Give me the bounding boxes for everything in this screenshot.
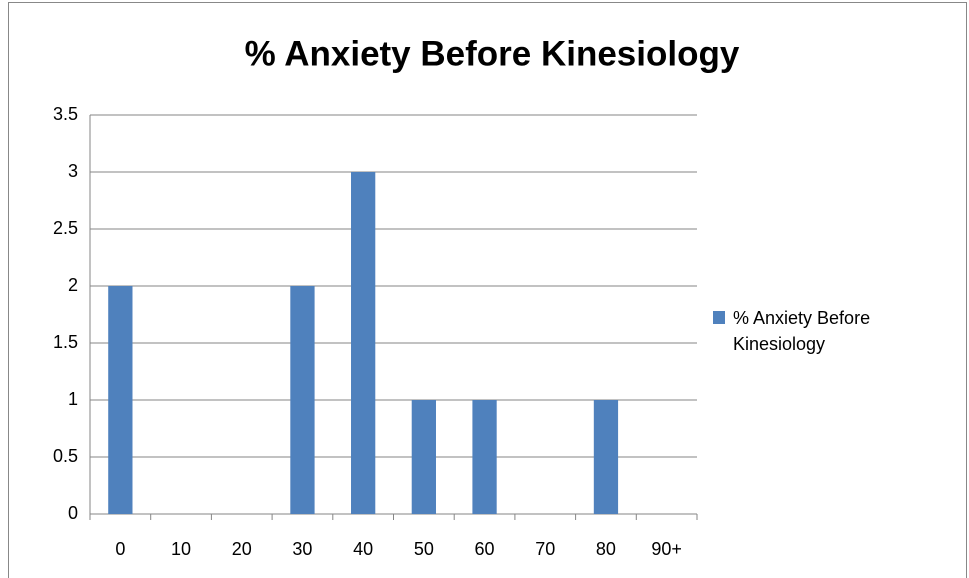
y-tick-label: 3 [68, 161, 78, 181]
legend-label: % Anxiety Before Kinesiology [733, 308, 871, 354]
x-tick-label: 70 [535, 539, 555, 559]
bar [411, 400, 436, 514]
legend-swatch [713, 311, 725, 324]
bar [108, 286, 133, 514]
x-tick-label: 50 [414, 539, 434, 559]
y-tick-label: 0.5 [53, 446, 78, 466]
x-tick-label: 20 [232, 539, 252, 559]
x-tick-label: 0 [115, 539, 125, 559]
bar [351, 172, 376, 514]
x-tick-label: 90+ [651, 539, 682, 559]
y-tick-label: 0 [68, 503, 78, 523]
y-tick-label: 1 [68, 389, 78, 409]
x-tick-label: 80 [596, 539, 616, 559]
bar [290, 286, 315, 514]
x-tick-label: 40 [353, 539, 373, 559]
chart-title: % Anxiety Before Kinesiology [245, 34, 740, 73]
x-tick-label: 30 [292, 539, 312, 559]
bar [593, 400, 619, 514]
y-tick-label: 1.5 [53, 332, 78, 352]
chart-frame [8, 2, 967, 578]
x-tick-label: 10 [171, 539, 191, 559]
y-tick-label: 2 [68, 275, 78, 295]
y-tick-label: 3.5 [53, 104, 78, 124]
bar [472, 400, 497, 514]
y-tick-label: 2.5 [53, 218, 78, 238]
x-tick-label: 60 [475, 539, 495, 559]
